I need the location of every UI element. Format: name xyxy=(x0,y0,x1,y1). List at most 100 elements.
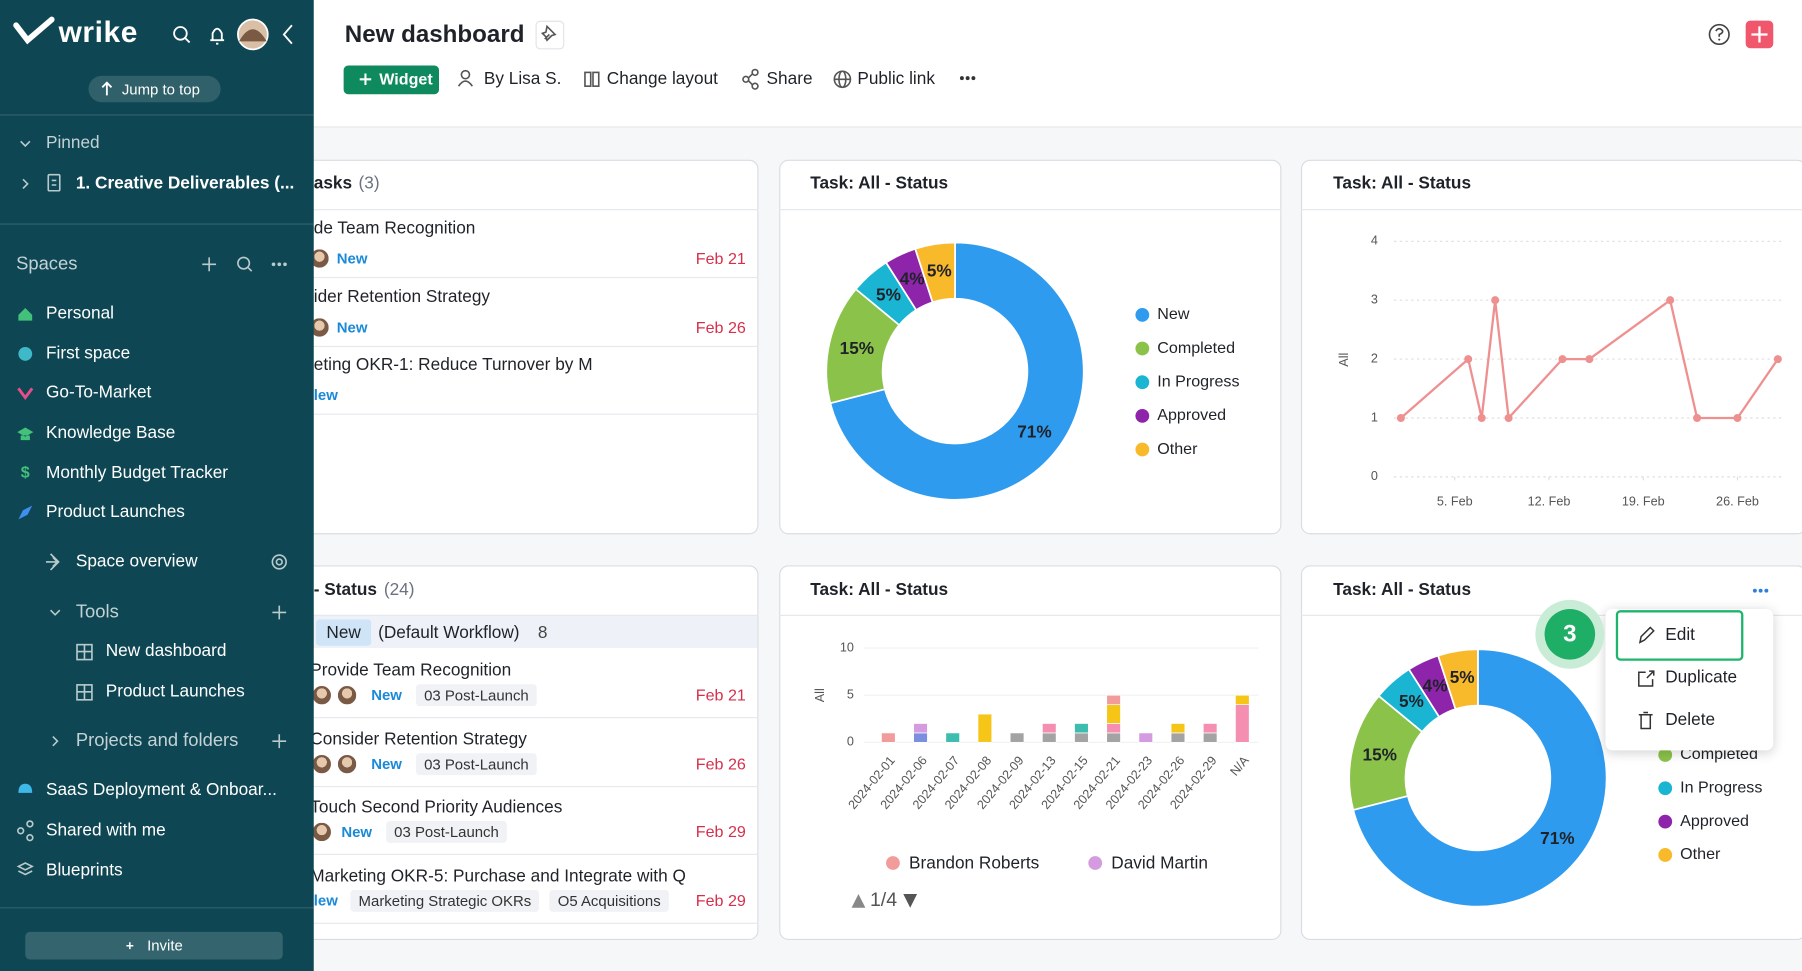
task-status: New xyxy=(371,686,402,704)
space-item[interactable]: Product Launches xyxy=(45,502,185,522)
add-icon[interactable] xyxy=(272,734,287,749)
group-count: 8 xyxy=(537,622,548,643)
task-date: Feb 26 xyxy=(695,753,746,773)
space-icon: $ xyxy=(21,464,30,482)
menu-item[interactable]: Delete xyxy=(1665,710,1716,730)
card-divider xyxy=(779,209,1282,211)
blueprint-icon xyxy=(16,862,34,876)
section-title[interactable]: Tools xyxy=(75,602,119,623)
space-item[interactable]: Knowledge Base xyxy=(45,422,176,443)
widget-card xyxy=(301,159,759,535)
search-icon[interactable] xyxy=(237,256,251,270)
settings-icon[interactable] xyxy=(271,554,287,570)
task-name[interactable]: ider Retention Strategy xyxy=(313,286,491,307)
task-name[interactable]: eting OKR-1: Reduce Turnover by M xyxy=(313,355,593,375)
row-divider xyxy=(301,785,759,787)
space-item[interactable]: First space xyxy=(45,343,131,364)
invite-label[interactable]: Invite xyxy=(147,936,183,954)
invite-icon xyxy=(126,942,134,950)
nav-link[interactable]: Blueprints xyxy=(45,860,123,881)
avatar xyxy=(311,753,333,774)
layout-icon xyxy=(592,71,600,87)
space-overview[interactable]: Space overview xyxy=(75,551,198,572)
space-item[interactable]: Personal xyxy=(45,303,115,323)
jump-button[interactable] xyxy=(88,75,221,103)
user-icon xyxy=(460,69,471,80)
task-date: Feb 21 xyxy=(695,685,746,704)
section-title[interactable]: Projects and folders xyxy=(75,731,239,751)
tag: O5 Acquisitions xyxy=(549,889,669,912)
space-icon xyxy=(18,505,33,520)
space-icon xyxy=(17,387,34,400)
chevron[interactable] xyxy=(20,140,31,148)
jump-icon xyxy=(101,81,113,96)
group-row xyxy=(302,615,758,649)
row-divider xyxy=(301,276,759,279)
chevron[interactable] xyxy=(52,736,59,747)
chevron[interactable] xyxy=(49,609,61,616)
avatar xyxy=(311,684,333,706)
space-icon xyxy=(17,427,34,441)
chevron[interactable] xyxy=(22,178,29,190)
sidebar: $ wrike Jump to top Pinned 1. Creative Deli… xyxy=(0,0,314,971)
task-name[interactable]: Touch Second Priority Audiences xyxy=(310,797,563,818)
header-action[interactable]: By Lisa S. xyxy=(483,68,562,89)
task-name[interactable]: Marketing OKR-5: Purchase and Integrate … xyxy=(310,865,686,886)
tool-item[interactable]: Product Launches xyxy=(105,681,245,701)
task-date: Feb 29 xyxy=(695,822,746,841)
tag: Marketing Strategic OKRs xyxy=(350,889,540,912)
more-icon[interactable] xyxy=(271,262,287,267)
space-icon xyxy=(18,783,33,793)
card-divider xyxy=(779,614,1282,616)
menu-highlight xyxy=(1615,610,1744,661)
search-icon[interactable] xyxy=(173,26,188,41)
sidebar-icons: $ xyxy=(0,16,314,960)
invite-button[interactable] xyxy=(25,931,283,960)
pinned-item[interactable]: 1. Creative Deliverables (... xyxy=(75,173,295,194)
space-item[interactable]: Go-To-Market xyxy=(45,382,152,403)
layout-icon xyxy=(584,71,592,87)
task-name[interactable]: Provide Team Recognition xyxy=(310,660,512,681)
widget-card xyxy=(1300,159,1802,535)
add-widget-button[interactable] xyxy=(343,65,440,95)
row-divider xyxy=(301,413,759,415)
task-name[interactable]: de Team Recognition xyxy=(313,218,476,238)
menu-item[interactable]: Duplicate xyxy=(1665,667,1738,688)
nav-link[interactable]: Shared with me xyxy=(45,820,166,840)
status-chip xyxy=(316,619,372,646)
bell-icon[interactable] xyxy=(210,27,225,45)
tag-list: 03 Post-Launch xyxy=(386,821,507,843)
pin-button[interactable] xyxy=(535,20,565,50)
task-name[interactable]: Consider Retention Strategy xyxy=(310,729,527,749)
task-status: New xyxy=(371,754,402,772)
header-action[interactable]: Public link xyxy=(857,68,935,89)
task-status: lew xyxy=(313,891,338,909)
header-action[interactable]: Change layout xyxy=(606,68,718,89)
more-icon[interactable] xyxy=(959,76,976,81)
tag-list: Marketing Strategic OKRs O5 Acquisitions xyxy=(350,889,669,912)
share-icon xyxy=(17,827,25,835)
space-icon xyxy=(18,347,33,361)
nav-link[interactable]: SaaS Deployment & Onboar... xyxy=(45,780,277,800)
widget-button-label[interactable]: Widget xyxy=(379,69,433,89)
avatar xyxy=(311,821,333,843)
widget-title: Task: All - Status xyxy=(810,173,949,194)
tag-list: 03 Post-Launch xyxy=(416,684,537,707)
help-icon[interactable] xyxy=(1708,23,1730,46)
widget-count: (24) xyxy=(383,580,415,600)
tool-item[interactable]: New dashboard xyxy=(105,641,227,661)
jump-to-top[interactable]: Jump to top xyxy=(121,80,200,98)
widget-card xyxy=(779,159,1282,535)
add-icon[interactable] xyxy=(272,605,287,620)
section-title[interactable]: Pinned xyxy=(45,133,100,153)
space-item[interactable]: Monthly Budget Tracker xyxy=(45,463,229,483)
widget-title: Task: All - Status xyxy=(810,580,949,600)
collapse-icon[interactable] xyxy=(282,24,293,45)
header-action[interactable]: Share xyxy=(766,68,813,89)
group-status: New xyxy=(326,622,361,643)
widget-title: Task: All - Status xyxy=(1333,173,1472,194)
help-icon xyxy=(1718,38,1721,41)
add-icon[interactable] xyxy=(202,257,217,272)
menu-item[interactable]: Edit xyxy=(1665,625,1695,645)
